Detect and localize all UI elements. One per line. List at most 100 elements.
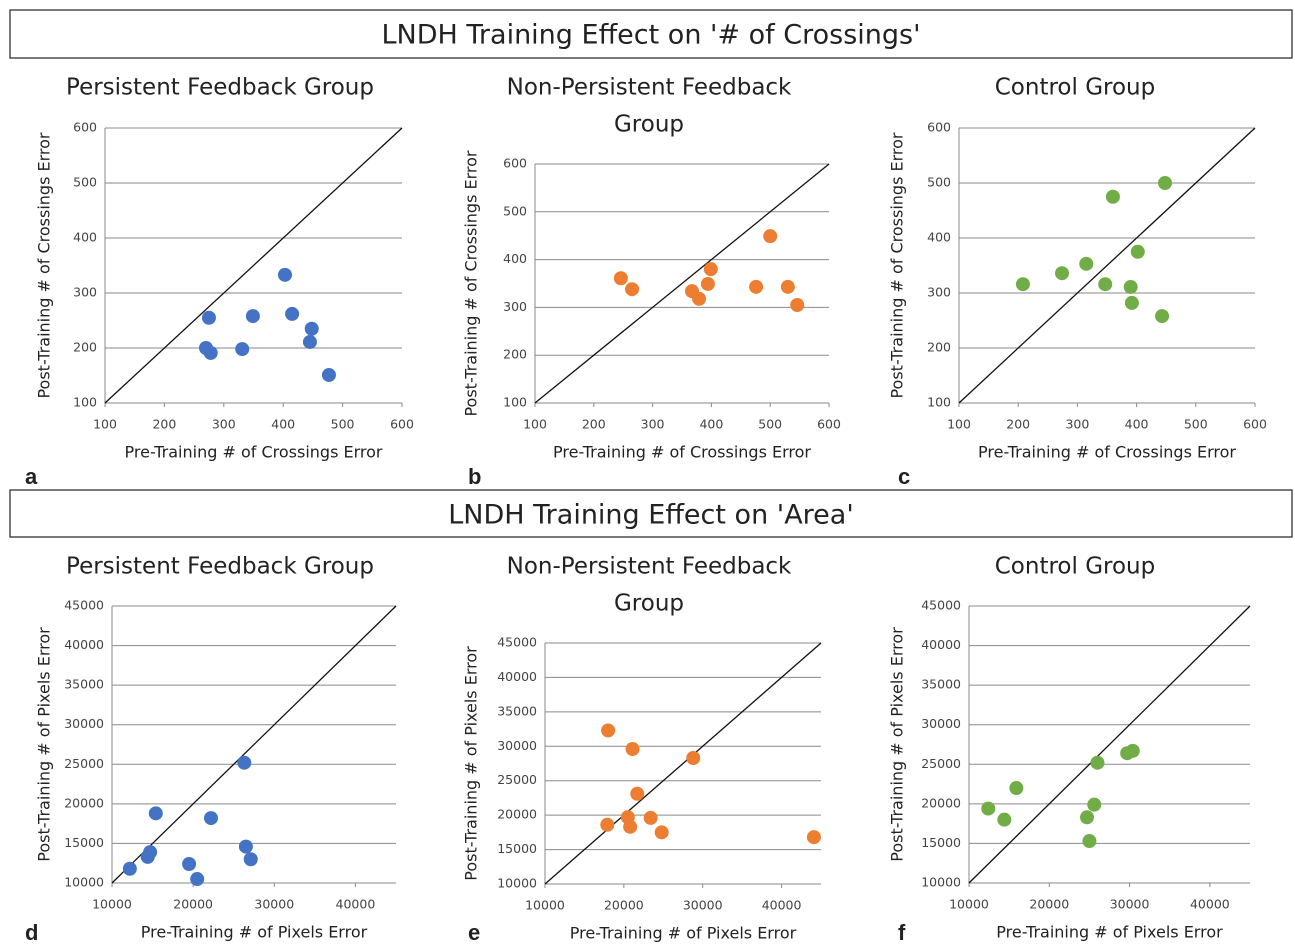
y-tick-label: 200 bbox=[503, 347, 527, 362]
x-tick-label: 40000 bbox=[762, 898, 802, 913]
point bbox=[245, 309, 260, 324]
identity-line bbox=[968, 605, 1251, 884]
point bbox=[1105, 189, 1120, 204]
x-tick-label: 500 bbox=[758, 417, 782, 432]
y-tick-label: 20000 bbox=[921, 795, 961, 810]
point bbox=[625, 282, 640, 297]
y-tick-label: 40000 bbox=[497, 669, 537, 684]
y-tick-label: 300 bbox=[503, 299, 527, 314]
x-axis-label: Pre-Training # of Crossings Error bbox=[553, 443, 811, 462]
point bbox=[182, 857, 197, 872]
x-tick-label: 500 bbox=[1184, 417, 1208, 432]
point bbox=[700, 276, 715, 291]
point bbox=[790, 298, 805, 313]
y-tick-label: 25000 bbox=[64, 756, 104, 771]
point bbox=[600, 817, 615, 832]
point bbox=[1125, 743, 1140, 758]
y-axis-label: Post-Training # of Pixels Error bbox=[35, 627, 54, 862]
panel-title: Control Group bbox=[995, 554, 1155, 580]
y-tick-label: 35000 bbox=[497, 703, 537, 718]
y-tick-label: 100 bbox=[927, 395, 951, 410]
identity-line bbox=[958, 127, 1256, 404]
y-tick-label: 45000 bbox=[497, 635, 537, 650]
y-tick-label: 30000 bbox=[497, 738, 537, 753]
x-tick-label: 400 bbox=[1125, 417, 1149, 432]
x-tick-label: 10000 bbox=[525, 898, 565, 913]
point bbox=[143, 845, 158, 860]
point bbox=[981, 801, 996, 816]
point bbox=[201, 310, 216, 325]
section-title: LNDH Training Effect on 'Area' bbox=[448, 500, 854, 531]
y-tick-label: 200 bbox=[927, 340, 951, 355]
x-tick-label: 100 bbox=[947, 417, 971, 432]
y-tick-label: 20000 bbox=[64, 795, 104, 810]
section-box bbox=[9, 489, 1293, 538]
x-tick-label: 600 bbox=[817, 417, 841, 432]
identity-line bbox=[111, 605, 397, 884]
identity-line bbox=[534, 163, 830, 404]
point bbox=[997, 812, 1012, 827]
point bbox=[780, 279, 795, 294]
y-tick-label: 10000 bbox=[921, 875, 961, 890]
point bbox=[238, 839, 253, 854]
x-tick-label: 40000 bbox=[1190, 897, 1230, 912]
point bbox=[613, 271, 628, 286]
x-tick-label: 400 bbox=[271, 417, 295, 432]
panel-title: Persistent Feedback Group bbox=[66, 75, 374, 101]
x-tick-label: 20000 bbox=[604, 898, 644, 913]
point bbox=[304, 321, 319, 336]
point bbox=[1015, 277, 1030, 292]
y-tick-label: 300 bbox=[927, 285, 951, 300]
panel-title: Control Group bbox=[995, 75, 1155, 101]
point bbox=[1087, 797, 1102, 812]
point bbox=[763, 229, 778, 244]
point bbox=[686, 750, 701, 765]
point bbox=[1079, 256, 1094, 271]
x-tick-label: 300 bbox=[641, 417, 665, 432]
x-tick-label: 20000 bbox=[173, 897, 213, 912]
section-title: LNDH Training Effect on '# of Crossings' bbox=[381, 20, 920, 51]
point bbox=[601, 723, 616, 738]
point bbox=[321, 367, 336, 382]
y-tick-label: 200 bbox=[73, 340, 97, 355]
point bbox=[654, 825, 669, 840]
x-axis-label: Pre-Training # of Crossings Error bbox=[125, 443, 383, 462]
point bbox=[1155, 309, 1170, 324]
y-tick-label: 35000 bbox=[921, 677, 961, 692]
x-tick-label: 300 bbox=[1065, 417, 1089, 432]
point bbox=[203, 345, 218, 360]
y-tick-label: 20000 bbox=[497, 807, 537, 822]
panel-title: Non-Persistent Feedback bbox=[507, 554, 792, 580]
x-axis-label: Pre-Training # of Pixels Error bbox=[996, 923, 1223, 942]
point bbox=[148, 806, 163, 821]
y-tick-label: 25000 bbox=[921, 756, 961, 771]
point bbox=[703, 262, 718, 277]
y-tick-label: 45000 bbox=[921, 598, 961, 613]
x-tick-label: 10000 bbox=[92, 897, 132, 912]
panel-letter: b bbox=[468, 464, 481, 489]
y-tick-label: 15000 bbox=[921, 835, 961, 850]
panel-title: Group bbox=[614, 591, 684, 617]
point bbox=[625, 742, 640, 757]
panel-title: Group bbox=[614, 112, 684, 138]
point bbox=[122, 861, 137, 876]
panel-letter: d bbox=[25, 920, 38, 944]
point bbox=[1123, 279, 1138, 294]
y-tick-label: 15000 bbox=[497, 841, 537, 856]
y-axis-label: Post-Training # of Crossings Error bbox=[462, 150, 481, 416]
y-axis-label: Post-Training # of Pixels Error bbox=[888, 627, 907, 862]
x-tick-label: 300 bbox=[212, 417, 236, 432]
x-tick-label: 200 bbox=[152, 417, 176, 432]
x-tick-label: 600 bbox=[390, 417, 414, 432]
y-tick-label: 400 bbox=[503, 251, 527, 266]
point bbox=[1009, 781, 1024, 796]
y-tick-label: 40000 bbox=[64, 637, 104, 652]
x-axis-label: Pre-Training # of Pixels Error bbox=[141, 923, 368, 942]
y-tick-label: 400 bbox=[927, 230, 951, 245]
y-tick-label: 600 bbox=[927, 120, 951, 135]
point bbox=[1090, 755, 1105, 770]
x-tick-label: 100 bbox=[523, 417, 547, 432]
panel-letter: c bbox=[898, 464, 910, 489]
y-tick-label: 300 bbox=[73, 285, 97, 300]
